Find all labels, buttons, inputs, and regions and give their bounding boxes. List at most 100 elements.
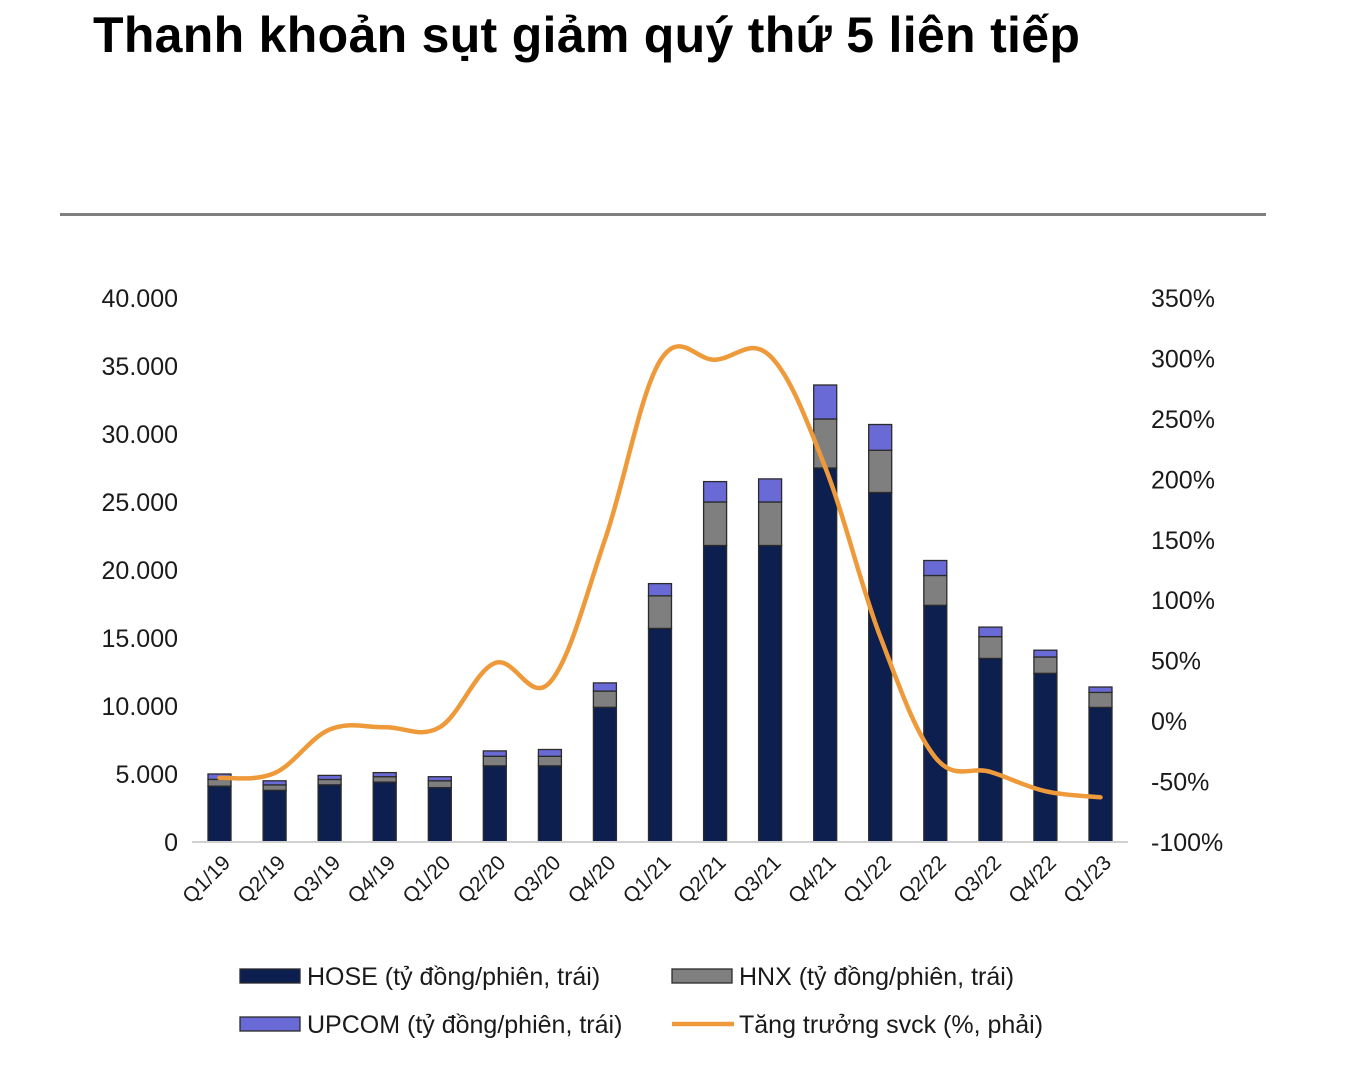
hnx-bar xyxy=(427,780,452,789)
upcom-bar xyxy=(647,582,673,597)
left-axis-tick-label: 35.000 xyxy=(102,353,178,381)
left-axis-tick-label: 25.000 xyxy=(102,489,178,517)
hose-bar xyxy=(978,657,1003,843)
x-axis-labels: Q1/19Q2/19Q3/19Q4/19Q1/20Q2/20Q3/20Q4/20… xyxy=(178,851,1116,908)
upcom-bar xyxy=(813,384,838,420)
legend-growth-label: Tăng trưởng svck (%, phải) xyxy=(739,1011,1043,1039)
left-axis-tick-label: 20.000 xyxy=(102,557,178,585)
x-axis-tick-label: Q2/22 xyxy=(894,851,951,908)
x-axis-tick-label: Q1/21 xyxy=(619,851,676,908)
left-y-axis: 40.000 35.000 30.000 25.000 20.000 15.000 10.0… xyxy=(102,285,178,857)
hose-bar xyxy=(868,491,893,843)
x-axis-tick-label: Q3/21 xyxy=(729,851,786,908)
legend-hose-label: HOSE (tỷ đồng/phiên, trái) xyxy=(307,963,600,991)
hnx-bar xyxy=(1088,691,1113,709)
left-axis-tick-label: 5.000 xyxy=(115,761,178,789)
x-axis-tick-label: Q1/20 xyxy=(399,851,456,908)
x-axis-tick-label: Q3/22 xyxy=(949,851,1006,908)
right-axis-tick-label: 50% xyxy=(1151,648,1201,676)
upcom-bar xyxy=(1088,686,1113,694)
hnx-bar xyxy=(317,778,342,786)
legend: HOSE (tỷ đồng/phiên, trái) HNX (tỷ đồng/p… xyxy=(239,963,1043,1039)
right-axis-tick-label: 250% xyxy=(1151,406,1215,434)
right-axis-tick-label: 300% xyxy=(1151,345,1215,373)
bar-series-group xyxy=(207,384,1113,843)
hose-bar xyxy=(317,784,342,843)
hose-bar xyxy=(1088,706,1113,843)
upcom-bar xyxy=(757,478,783,503)
x-axis-tick-label: Q2/19 xyxy=(233,851,290,908)
hnx-bar xyxy=(262,784,287,791)
hose-bar xyxy=(427,786,452,843)
upcom-bar xyxy=(592,682,618,692)
hnx-bar xyxy=(647,595,673,630)
x-axis-tick-label: Q1/23 xyxy=(1059,851,1116,908)
hnx-bar xyxy=(868,449,893,494)
right-axis-tick-label: -50% xyxy=(1151,769,1209,797)
x-axis-tick-label: Q3/20 xyxy=(509,851,566,908)
hnx-bar xyxy=(207,778,232,787)
hnx-bar xyxy=(978,635,1003,660)
upcom-bar xyxy=(482,750,507,757)
growth-line-group xyxy=(217,344,1103,800)
hose-bar xyxy=(1033,672,1058,843)
hose-bar xyxy=(757,544,783,843)
left-axis-tick-label: 15.000 xyxy=(102,625,178,653)
x-axis-tick-label: Q4/22 xyxy=(1004,851,1061,908)
hose-bar xyxy=(923,604,948,843)
left-axis-tick-label: 0 xyxy=(164,829,178,857)
x-axis-tick-label: Q1/22 xyxy=(839,851,896,908)
legend-upcom-swatch xyxy=(239,1016,301,1032)
right-axis-tick-label: 0% xyxy=(1151,708,1187,736)
upcom-bar xyxy=(427,776,452,782)
right-axis-tick-label: 150% xyxy=(1151,527,1215,555)
legend-hnx-swatch xyxy=(671,968,733,984)
title-divider xyxy=(60,213,1266,216)
legend-hose-swatch xyxy=(239,968,301,984)
x-axis-tick-label: Q2/20 xyxy=(454,851,511,908)
left-axis-tick-label: 30.000 xyxy=(102,421,178,449)
upcom-bar xyxy=(868,423,893,451)
legend-hnx-label: HNX (tỷ đồng/phiên, trái) xyxy=(739,963,1014,991)
hose-bar xyxy=(813,467,838,843)
hose-bar xyxy=(537,765,563,843)
hose-bar xyxy=(647,627,673,843)
upcom-bar xyxy=(537,748,563,757)
upcom-bar xyxy=(372,771,397,778)
left-axis-tick-label: 10.000 xyxy=(102,693,178,721)
x-axis-tick-label: Q3/19 xyxy=(288,851,345,908)
right-axis-tick-label: 350% xyxy=(1151,285,1215,313)
x-axis-tick-label: Q1/19 xyxy=(178,851,235,908)
right-axis-tick-label: 200% xyxy=(1151,466,1215,494)
legend-upcom-label: UPCOM (tỷ đồng/phiên, trái) xyxy=(307,1011,622,1039)
upcom-bar xyxy=(702,480,728,503)
hnx-bar xyxy=(923,574,948,606)
upcom-bar xyxy=(923,559,948,577)
upcom-bar xyxy=(1033,649,1058,658)
hose-bar xyxy=(702,544,728,843)
growth-line xyxy=(217,344,1103,800)
hose-bar xyxy=(372,781,397,843)
upcom-bar xyxy=(978,626,1003,638)
x-axis-tick-label: Q4/19 xyxy=(344,851,401,908)
right-axis-tick-label: -100% xyxy=(1151,829,1223,857)
hnx-bar xyxy=(592,690,618,708)
hose-bar xyxy=(592,706,618,843)
x-axis-tick-label: Q4/20 xyxy=(564,851,621,908)
hose-bar xyxy=(262,789,287,843)
right-axis-tick-label: 100% xyxy=(1151,587,1215,615)
hnx-bar xyxy=(1033,656,1058,674)
hose-bar xyxy=(482,765,507,843)
left-axis-tick-label: 40.000 xyxy=(102,285,178,313)
hnx-bar xyxy=(482,755,507,767)
x-axis-tick-label: Q4/21 xyxy=(784,851,841,908)
upcom-bar xyxy=(317,774,342,781)
page-title: Thanh khoản sụt giảm quý thứ 5 liên tiếp xyxy=(93,7,1081,63)
hnx-bar xyxy=(702,501,728,547)
upcom-bar xyxy=(262,780,287,786)
hose-bar xyxy=(207,785,232,843)
right-y-axis: 350% 300% 250% 200% 150% 100% 50% 0% -50% -100% xyxy=(1151,285,1223,857)
hnx-bar xyxy=(537,755,563,767)
hnx-bar xyxy=(372,776,397,783)
